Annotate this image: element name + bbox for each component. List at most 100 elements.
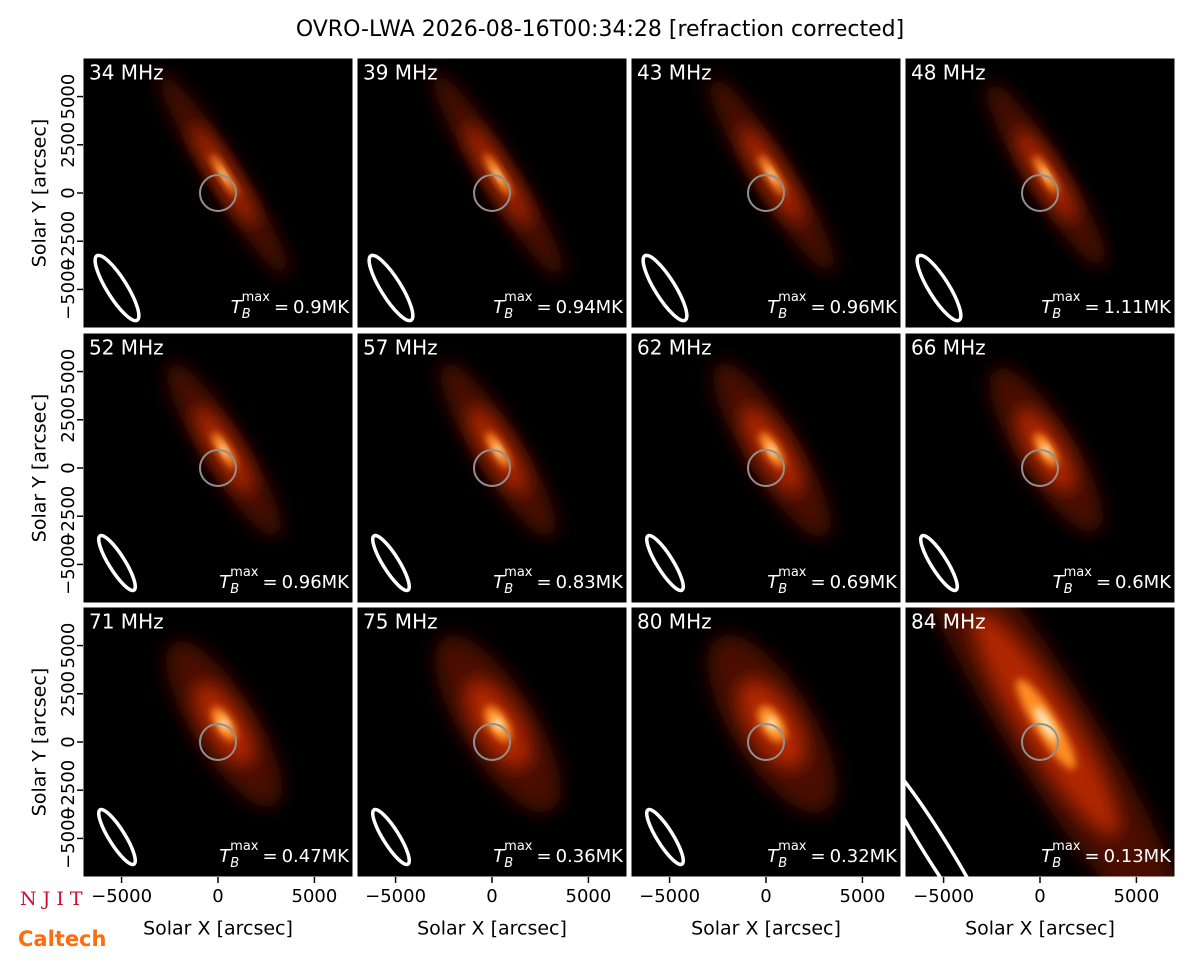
tb-base: T	[1041, 297, 1054, 318]
tb-sub: B	[230, 582, 239, 597]
x-tick-label: 5000	[840, 886, 886, 907]
tb-sup: max	[1064, 565, 1093, 580]
panel-title: 34 MHz	[89, 61, 164, 85]
panel-title: 66 MHz	[911, 336, 986, 360]
tb-base: T	[493, 297, 506, 318]
panel-title: 57 MHz	[363, 336, 438, 360]
tb-equals: =	[810, 572, 825, 593]
beam	[905, 751, 996, 877]
tb-base: T	[231, 297, 244, 318]
x-tick-label: −5000	[365, 886, 426, 907]
panel	[905, 58, 1175, 328]
tb-value: 0.94MK	[556, 297, 625, 318]
logo-njit: N J I T	[20, 888, 83, 910]
y-tick-label: −2500	[58, 211, 79, 272]
panel	[83, 607, 353, 877]
tb-equals: =	[262, 572, 277, 593]
panel	[83, 333, 353, 603]
panel-title: 84 MHz	[911, 610, 986, 634]
tb-base: T	[767, 572, 780, 593]
x-axis-label: Solar X [arcsec]	[965, 918, 1115, 940]
tb-sub: B	[778, 582, 787, 597]
tb-sub: B	[1052, 856, 1061, 871]
y-tick-label: 2500	[58, 671, 79, 717]
beam	[644, 807, 686, 867]
panel	[631, 607, 901, 877]
tb-equals: =	[810, 846, 825, 867]
beam	[96, 807, 138, 867]
x-tick-label: 5000	[566, 886, 612, 907]
y-tick-label: −5000	[58, 259, 79, 320]
x-tick-label: 0	[1034, 886, 1045, 907]
tb-equals: =	[274, 297, 289, 318]
y-tick-label: 5000	[58, 349, 79, 395]
y-tick-label: 0	[58, 462, 79, 473]
y-axis-label: Solar Y [arcsec]	[29, 119, 51, 267]
tb-sup: max	[504, 565, 533, 580]
tb-sub: B	[1052, 307, 1061, 322]
tb-sub: B	[242, 307, 251, 322]
tb-equals: =	[1084, 846, 1099, 867]
solar-limb	[1021, 723, 1059, 761]
tb-equals: =	[536, 297, 551, 318]
tb-base: T	[493, 572, 506, 593]
beam	[93, 253, 141, 323]
tb-sub: B	[504, 307, 513, 322]
tb-sup: max	[1052, 290, 1081, 305]
solar-limb	[199, 449, 237, 487]
beam	[370, 533, 412, 593]
panel	[357, 607, 627, 877]
tb-sup: max	[778, 290, 807, 305]
y-tick-label: 2500	[58, 122, 79, 168]
y-tick-label: −2500	[58, 486, 79, 547]
solar-limb	[1021, 174, 1059, 212]
tb-annotation: TBmax = 0.9MK	[231, 290, 351, 322]
panel-frame	[356, 332, 628, 604]
y-tick-label: 2500	[58, 397, 79, 443]
panel	[631, 58, 901, 328]
tb-value: 0.47MK	[282, 846, 351, 867]
y-tick-label: 0	[58, 736, 79, 747]
y-tick-label: 5000	[58, 74, 79, 120]
tb-equals: =	[810, 297, 825, 318]
tb-base: T	[1053, 572, 1066, 593]
y-axis-label: Solar Y [arcsec]	[29, 668, 51, 816]
tb-equals: =	[1084, 297, 1099, 318]
tb-annotation: TBmax = 1.11MK	[1041, 290, 1172, 322]
tb-sup: max	[504, 290, 533, 305]
x-tick-label: 0	[212, 886, 223, 907]
tb-annotation: TBmax = 0.36MK	[493, 839, 624, 871]
tb-value: 0.96MK	[282, 572, 351, 593]
solar-limb	[199, 174, 237, 212]
tb-value: 0.69MK	[830, 572, 899, 593]
solar-limb	[747, 449, 785, 487]
panel-frame	[904, 57, 1176, 329]
y-tick-label: −5000	[58, 534, 79, 595]
panel	[357, 58, 627, 328]
x-axis-label: Solar X [arcsec]	[417, 918, 567, 940]
panel-title: 62 MHz	[637, 336, 712, 360]
solar-limb	[473, 723, 511, 761]
tb-annotation: TBmax = 0.32MK	[767, 839, 898, 871]
panel-frame	[904, 332, 1176, 604]
tb-sub: B	[504, 582, 513, 597]
tb-sup: max	[1052, 839, 1081, 854]
beam	[641, 253, 689, 323]
beam	[370, 807, 412, 867]
tb-base: T	[219, 846, 232, 867]
tb-sub: B	[778, 307, 787, 322]
tb-annotation: TBmax = 0.96MK	[767, 290, 898, 322]
x-tick-label: −5000	[913, 886, 974, 907]
tb-base: T	[767, 297, 780, 318]
tb-annotation: TBmax = 0.47MK	[219, 839, 350, 871]
panel	[905, 333, 1175, 603]
panel-title: 75 MHz	[363, 610, 438, 634]
x-axis-label: Solar X [arcsec]	[143, 918, 293, 940]
panel	[905, 607, 1175, 877]
tb-sup: max	[504, 839, 533, 854]
panel-title: 80 MHz	[637, 610, 712, 634]
y-tick-label: −5000	[58, 808, 79, 869]
solar-limb	[473, 449, 511, 487]
tb-equals: =	[1096, 572, 1111, 593]
tb-sub: B	[778, 856, 787, 871]
